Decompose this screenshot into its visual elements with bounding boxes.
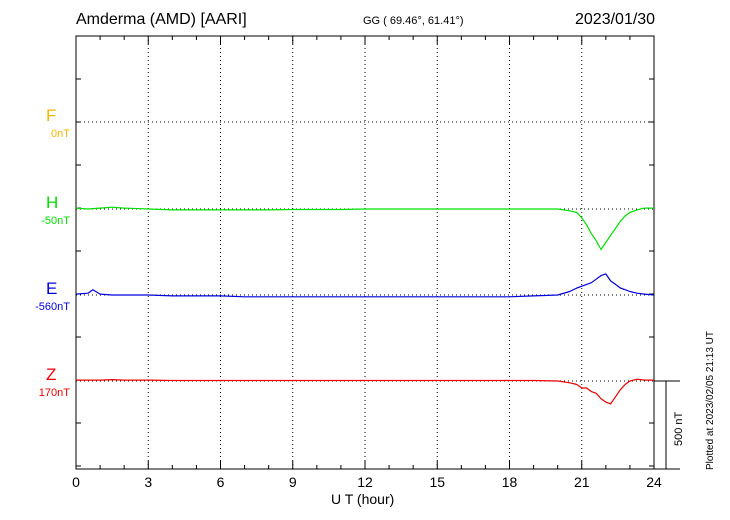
baseline-value-h: -50nT: [41, 215, 70, 227]
x-tick-label: 6: [217, 474, 225, 490]
x-tick-label: 15: [429, 474, 445, 490]
x-tick-label: 18: [502, 474, 518, 490]
series-z-line: [76, 378, 654, 405]
chart-title: Amderma (AMD) [AARI]: [76, 11, 247, 28]
x-tick-label: 24: [646, 474, 662, 490]
chart-date: 2023/01/30: [575, 11, 656, 28]
component-label-e: E: [46, 279, 58, 298]
series-h-line: [75, 206, 654, 251]
x-tick-label: 3: [144, 474, 152, 490]
station-coordinates: GG ( 69.46°, 61.41°): [363, 15, 464, 27]
x-axis-label: U T (hour): [331, 491, 395, 507]
component-label-h: H: [46, 193, 59, 212]
component-label-f: F: [46, 106, 57, 125]
x-tick-label: 0: [72, 474, 80, 490]
component-label-z: Z: [46, 365, 57, 384]
baseline-value-z: 170nT: [38, 387, 70, 399]
baseline-value-f: 0nT: [51, 128, 70, 140]
x-tick-label: 9: [289, 474, 297, 490]
series-e-line: [75, 273, 655, 298]
baseline-value-e: -560nT: [35, 301, 70, 313]
x-tick-label: 21: [574, 474, 590, 490]
x-tick-label: 12: [357, 474, 373, 490]
